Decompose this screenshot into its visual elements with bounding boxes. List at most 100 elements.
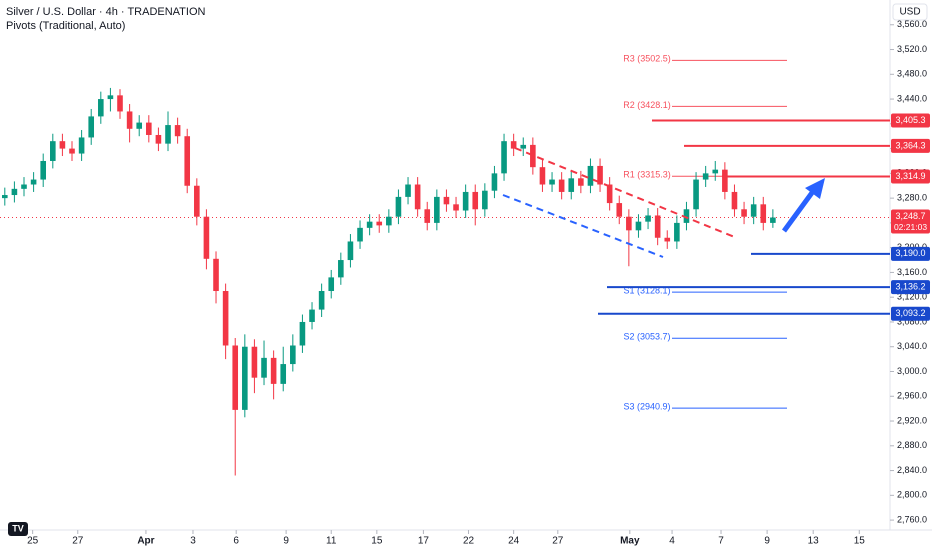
x-tick-label: 9 [764,536,770,547]
candle-body [328,277,335,292]
level-tag [891,280,930,295]
channel-lower [502,194,664,258]
candle-body [405,184,411,197]
candle-body [88,116,95,138]
level-tag-label: 3,190.0 [895,248,925,258]
y-tick-label: 2,840.0 [897,465,927,475]
candle-body [453,204,459,211]
level-tag-label: 3,405.3 [895,115,925,125]
symbol-title: Silver / U.S. Dollar · 4h · TRADENATION [6,6,206,18]
countdown: 02:21:03 [894,222,927,232]
x-tick-label: 27 [552,536,564,547]
candle-body [107,95,114,100]
candle-body [213,258,219,292]
x-tick-label: 27 [72,536,84,547]
candle-body [222,291,229,346]
candle-body [482,190,488,210]
candle-body [539,167,546,185]
level-tag-label: 3,136.2 [895,282,925,292]
candle-body [501,141,507,174]
x-tick-label: 24 [508,536,520,547]
candle-body [318,291,325,310]
x-tick-label: 6 [233,536,239,547]
x-tick-label: 25 [27,536,39,547]
level-tag-label: 3,314.9 [895,171,925,181]
pivot-label: R1 (3315.3) [623,170,671,180]
candle-body [683,209,690,223]
pivot-label: R3 (3502.5) [623,54,671,64]
candle-body [645,215,651,222]
y-tick-label: 3,080.0 [897,316,927,326]
candle-body [270,357,277,384]
candle-body [722,169,728,192]
candle-body [261,357,267,378]
channel-upper [514,147,738,239]
candle-body [232,345,239,410]
y-tick-label: 3,000.0 [897,366,927,376]
candle-body [155,134,162,144]
candle-body [597,165,603,185]
candle-body [770,217,776,223]
candle-body [395,196,402,217]
indicator-title: Pivots (Traditional, Auto) [6,20,125,32]
last-price-tag [891,209,930,234]
candle-body [587,165,594,186]
x-tick-label: 22 [463,536,475,547]
x-tick-label: 7 [718,536,724,547]
candle-body [510,141,517,149]
candle-body [21,184,27,189]
candle-body [664,237,671,242]
candle-body [443,196,450,205]
candle-body [616,203,623,217]
x-tick-label: 11 [326,536,337,547]
candle-body [280,364,287,384]
pivot-label: S2 (3053.7) [623,332,670,342]
candle-body [549,179,555,185]
y-tick-label: 3,040.0 [897,341,927,351]
candle-body [203,216,210,259]
currency-box[interactable] [892,3,928,21]
candle-body [386,216,392,226]
candle-body [194,185,200,217]
candle-body [434,196,440,223]
x-tick-label: 15 [371,536,383,547]
candle-body [290,345,296,365]
level-tag [891,138,930,153]
candle-body [558,179,565,192]
x-tick-label: 3 [190,536,196,547]
candle-body [30,179,37,185]
x-tick-label: 9 [283,536,289,547]
candle-body [117,95,123,112]
level-tag [891,246,930,261]
candle-body [462,191,469,211]
pivot-label: S3 (2940.9) [623,401,670,411]
level-tag [891,169,930,184]
pivot-label: S1 (3128.1) [623,286,670,296]
y-tick-label: 3,520.0 [897,44,927,54]
y-tick-label: 2,880.0 [897,440,927,450]
candle-body [693,179,699,210]
candle-body [578,178,584,186]
y-tick-label: 3,280.0 [897,193,927,203]
candle-body [760,204,767,223]
y-tick-label: 3,160.0 [897,267,927,277]
candle-body [702,173,709,180]
candle-body [472,191,479,210]
candle-body [635,221,642,231]
y-tick-label: 2,760.0 [897,514,927,524]
candle-body [309,309,315,322]
level-tag [891,113,930,128]
candle-body [424,209,431,223]
candle-body [750,204,757,217]
candle-body [98,99,104,117]
candle-body [165,125,171,144]
candle-body [59,141,66,149]
candle-body [376,221,383,226]
candle-body [2,195,8,199]
candle-body [69,148,75,154]
candle-body [299,321,306,346]
candle-body [414,184,421,210]
candle-body [491,173,498,191]
arrow-shaft [781,188,817,233]
candle-body [126,111,133,129]
